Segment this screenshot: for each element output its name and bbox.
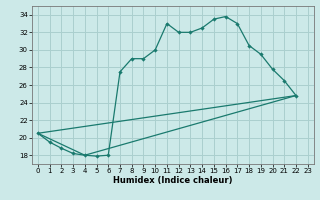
X-axis label: Humidex (Indice chaleur): Humidex (Indice chaleur) <box>113 176 233 185</box>
